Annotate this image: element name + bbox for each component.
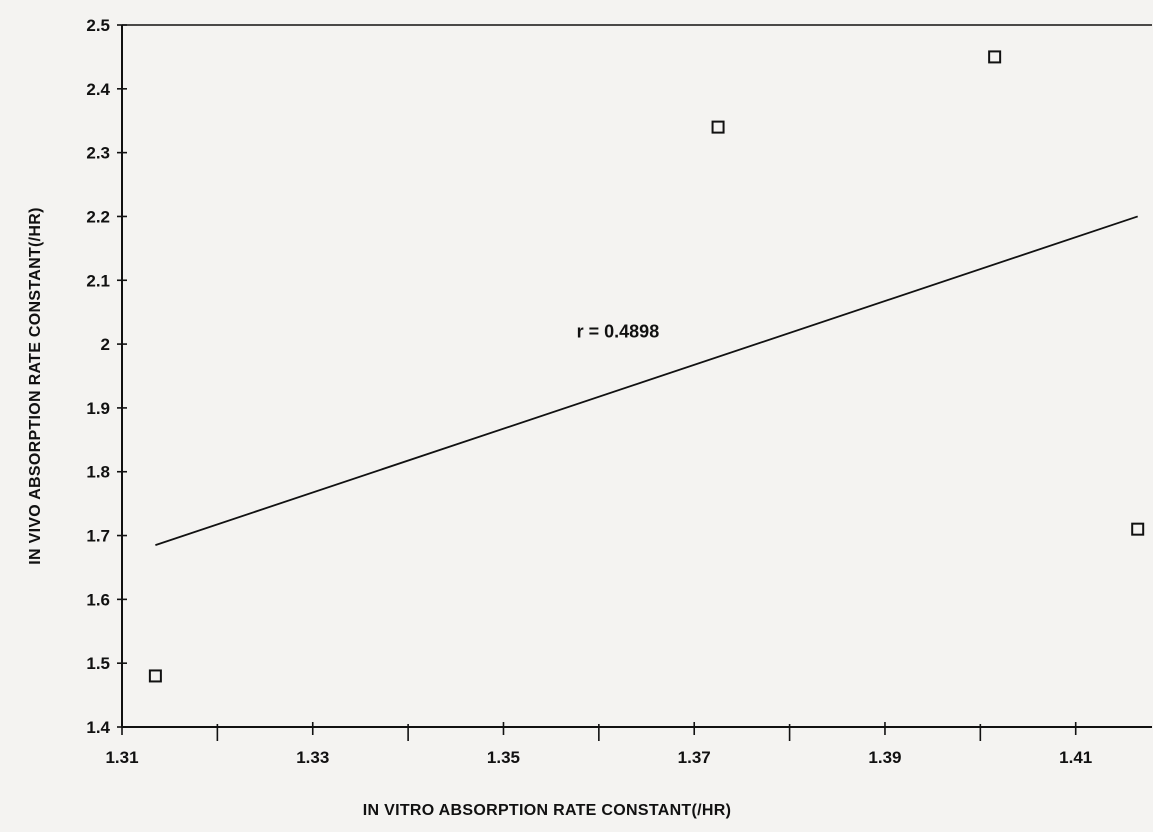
y-tick-label: 1.6 [86,590,110,609]
x-tick-label: 1.41 [1059,748,1092,767]
data-point-marker [711,120,725,134]
labels-layer: 1.4 1.5 1.6 1.7 1.8 1.9 2 2.1 2.2 2.3 2.4 2.5 1.31 1.… [27,16,1092,819]
x-tick-label: 1.31 [105,748,138,767]
x-axis-title: IN VITRO ABSORPTION RATE CONSTANT(/HR) [363,802,731,819]
data-point-marker [988,50,1002,64]
x-tick-label: 1.33 [296,748,329,767]
y-tick-label: 2.5 [86,16,110,35]
data-points-layer [148,50,1145,683]
regression-line-layer [155,215,1138,546]
axes-layer [121,24,1152,728]
y-tick-label: 2.3 [86,144,110,163]
y-tick-label: 2.1 [86,271,110,290]
x-tick-label: 1.35 [487,748,520,767]
x-tick-label: 1.39 [868,748,901,767]
correlation-annotation: r = 0.4898 [577,321,660,341]
x-tick-label: 1.37 [678,748,711,767]
y-tick-label: 1.7 [86,527,110,546]
regression-line [155,215,1138,546]
y-axis-title: IN VIVO ABSORPTION RATE CONSTANT(/HR) [27,207,44,564]
y-tick-label: 2 [101,335,110,354]
y-tick-label: 2.2 [86,207,110,226]
y-tick-label: 1.5 [86,654,110,673]
y-tick-label: 1.9 [86,399,110,418]
data-point-marker [1131,522,1145,536]
data-point-marker [148,669,162,683]
ticks-layer [117,24,1077,741]
y-tick-label: 1.8 [86,463,110,482]
y-tick-label: 2.4 [86,80,110,99]
y-tick-label: 1.4 [86,718,110,737]
